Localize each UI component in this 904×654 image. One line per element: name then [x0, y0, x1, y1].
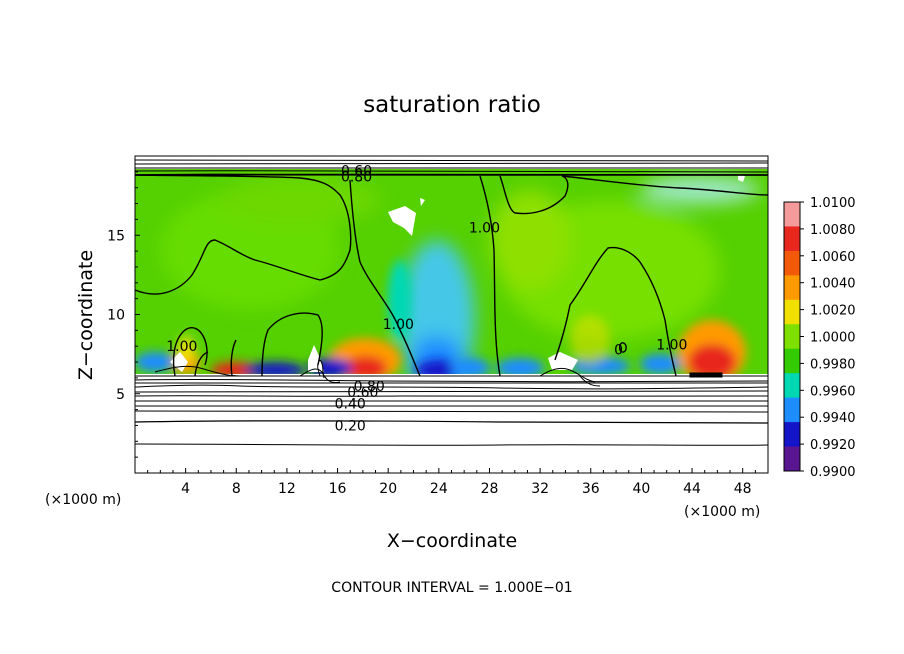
x-tick-label: 20 — [379, 481, 397, 497]
upper-dry-band — [135, 156, 768, 169]
colorbar-label: 0.9900 — [810, 465, 856, 480]
y-tick-label: 15 — [107, 228, 125, 244]
dry-patch — [170, 352, 188, 372]
colorbar-swatch — [784, 373, 800, 399]
colorbar-swatch — [784, 324, 800, 350]
colorbar-swatch — [784, 422, 800, 448]
x-tick-label: 4 — [181, 481, 190, 497]
terrain-contours — [135, 359, 768, 446]
colorbar-swatch — [784, 250, 800, 276]
x-tick-label: 24 — [430, 481, 448, 497]
colorbar-swatch — [784, 275, 800, 301]
contour-label: 1.00 — [656, 338, 687, 354]
x-tick-label: 32 — [531, 481, 549, 497]
saturation-contours — [135, 174, 768, 377]
contour-label: 1.00 — [383, 317, 414, 333]
dry-patch — [308, 345, 324, 372]
plot-area: 0.600.801.001.001.00 1.0000.800.600.400.2… — [134, 155, 769, 474]
x-tick-label: 28 — [481, 481, 499, 497]
chart-title: saturation ratio — [363, 92, 541, 118]
colorbar-swatch — [784, 226, 800, 252]
contour-label: 0.60 — [341, 163, 372, 179]
field-variations — [160, 175, 760, 400]
x-axis-title: X−coordinate — [387, 530, 517, 552]
x-tick-label: 16 — [329, 481, 347, 497]
colorbar-swatch — [784, 397, 800, 423]
x-tick-label: 12 — [278, 481, 296, 497]
x-tick-label: 44 — [683, 481, 701, 497]
y-axis-title: Z−coordinate — [75, 250, 97, 380]
x-unit-right: (×1000 m) — [684, 504, 760, 520]
colorbar-label: 1.0020 — [810, 304, 856, 319]
colorbar-label: 1.0040 — [810, 277, 856, 292]
colorbar-label: 0.9960 — [810, 384, 856, 399]
colorbar-label: 1.0060 — [810, 250, 856, 265]
contour-label: 1.00 — [166, 339, 197, 355]
contour-interval-note: CONTOUR INTERVAL = 1.000E−01 — [331, 580, 572, 596]
colorbar-label: 1.0080 — [810, 223, 856, 238]
colorbar-label: 0.9980 — [810, 357, 856, 372]
colorbar-swatch — [784, 202, 800, 227]
colorbar-label: 0.9920 — [810, 438, 856, 453]
y-axis-ticks: 5 10 15 — [107, 171, 140, 458]
x-tick-label: 36 — [582, 481, 600, 497]
contour-label: 0.40 — [335, 396, 366, 412]
contour-label: 0.20 — [335, 418, 366, 434]
colorbar-swatch — [784, 348, 800, 374]
dry-patch — [738, 174, 745, 182]
contour-label: 0.60 — [347, 385, 378, 401]
colorbar-swatch — [784, 446, 800, 472]
colorbar-swatch — [784, 299, 800, 325]
dry-patch — [388, 206, 416, 236]
colorbar-label: 1.0000 — [810, 331, 856, 346]
contour-label: 1.00 — [469, 220, 500, 236]
y-tick-label: 5 — [116, 387, 125, 403]
colorbar-label: 1.0100 — [810, 196, 856, 211]
contour-label: 0.80 — [354, 379, 385, 395]
lower-dry-band — [135, 374, 768, 473]
contour-label: 0 — [614, 342, 623, 358]
x-tick-label: 48 — [734, 481, 752, 497]
contour-label: 0.80 — [341, 170, 372, 186]
colorbar: 1.0100 1.0080 1.0060 1.0040 1.0020 1.0000 0.99… — [783, 196, 856, 480]
x-axis-ticks: 4 8 12 16 20 24 28 32 36 40 44 48 — [147, 468, 756, 497]
x-tick-label: 8 — [232, 481, 241, 497]
contour-labels: 0.600.801.001.001.00 1.0000.800.600.400.2… — [166, 163, 687, 434]
y-tick-label: 10 — [107, 308, 125, 324]
x-tick-label: 40 — [632, 481, 650, 497]
dry-patch — [420, 198, 425, 206]
colorbar-label: 0.9940 — [810, 411, 856, 426]
x-unit-left: (×1000 m) — [45, 492, 121, 508]
